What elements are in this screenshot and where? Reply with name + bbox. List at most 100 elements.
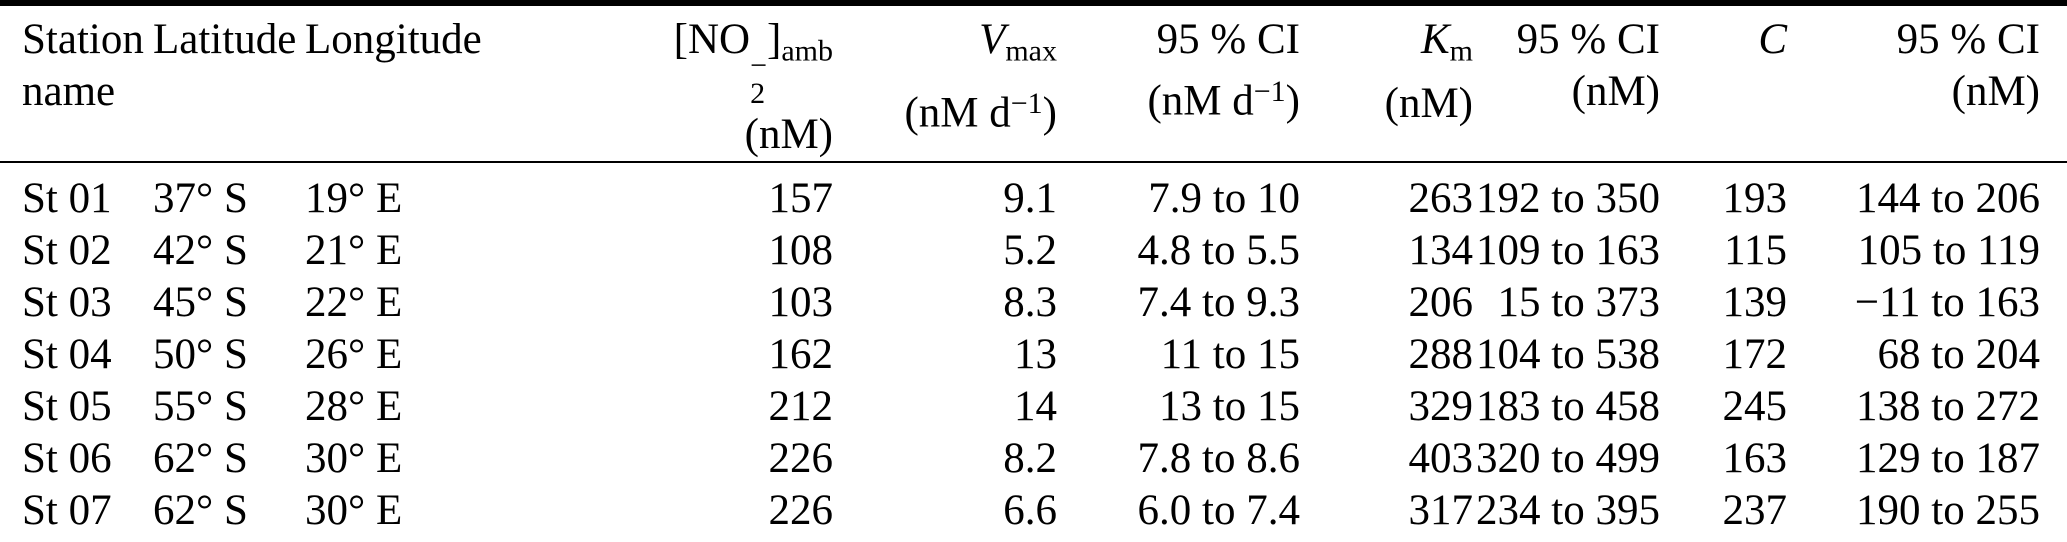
cell-no2_amb: 212	[768, 383, 834, 430]
header-text-segment: Latitude	[153, 16, 297, 63]
cell-station_name: St 01	[22, 175, 112, 222]
bottom-gap	[0, 536, 2067, 542]
cell-c_ci: 138 to 272	[1856, 383, 2040, 430]
column-header-no2_amb: [NO −2]amb (nM)	[450, 6, 833, 163]
column-header-c: C	[1660, 6, 1787, 163]
header-line1: C	[1660, 14, 1787, 66]
header-text-segment: (nM)	[1951, 68, 2040, 115]
header-line1: [NO −2]amb	[450, 14, 833, 109]
table-row: St 03 45° S 22° E 103 8.3 7.4 to 9.3 206 15 to …	[0, 277, 2067, 329]
header-line1: Latitude	[153, 14, 300, 66]
header-row: Station name Latitude Longitude [NO −2]amb (nM…	[0, 6, 2067, 163]
table-header: Station name Latitude Longitude [NO −2]amb (nM…	[0, 6, 2067, 163]
table-row: St 05 55° S 28° E 212 14 13 to 15 329 183 to 45…	[0, 381, 2067, 433]
cell-longitude: 19° E	[305, 175, 403, 222]
header-text-segment: [NO	[673, 16, 751, 63]
cell-c: 163	[1722, 435, 1788, 482]
header-text-segment: −1	[1010, 86, 1043, 120]
column-header-km: Km (nM)	[1300, 6, 1473, 163]
header-text-segment: amb	[781, 34, 833, 68]
cell-latitude: 62° S	[153, 435, 248, 482]
cell-vmax_ci: 4.8 to 5.5	[1137, 227, 1300, 274]
header-text-segment: Station	[22, 16, 144, 63]
table-row: St 02 42° S 21° E 108 5.2 4.8 to 5.5 134 109 to…	[0, 225, 2067, 277]
cell-km_ci: 234 to 395	[1476, 487, 1660, 534]
cell-vmax_ci: 6.0 to 7.4	[1137, 487, 1300, 534]
header-text-segment: )	[1042, 89, 1057, 136]
column-header-c_ci: 95 % CI (nM)	[1787, 6, 2067, 163]
cell-station_name: St 07	[22, 487, 112, 534]
cell-km: 403	[1408, 435, 1474, 482]
cell-km_ci: 109 to 163	[1476, 227, 1660, 274]
column-header-vmax: Vmax (nM d−1)	[833, 6, 1057, 163]
header-line1: 95 % CI	[1473, 14, 1660, 66]
cell-vmax: 6.6	[1003, 487, 1057, 534]
cell-c: 172	[1722, 331, 1788, 378]
table-row: St 06 62° S 30° E 226 8.2 7.8 to 8.6 403 320 to…	[0, 433, 2067, 485]
cell-vmax_ci: 7.8 to 8.6	[1137, 435, 1300, 482]
cell-km: 288	[1408, 331, 1474, 378]
cell-c: 245	[1722, 383, 1788, 430]
cell-km_ci: 320 to 499	[1476, 435, 1660, 482]
cell-longitude: 30° E	[305, 435, 403, 482]
header-text-segment: (nM)	[1571, 68, 1660, 115]
header-line1: 95 % CI	[1057, 14, 1300, 66]
cell-latitude: 45° S	[153, 279, 248, 326]
cell-no2_amb: 162	[768, 331, 834, 378]
cell-c_ci: 190 to 255	[1856, 487, 2040, 534]
cell-vmax_ci: 7.9 to 10	[1148, 175, 1300, 222]
cell-c_ci: −11 to 163	[1854, 279, 2040, 326]
cell-longitude: 26° E	[305, 331, 403, 378]
cell-vmax_ci: 7.4 to 9.3	[1137, 279, 1300, 326]
cell-c: 139	[1722, 279, 1788, 326]
cell-c_ci: 144 to 206	[1856, 175, 2040, 222]
header-text-segment: C	[1758, 16, 1787, 63]
header-text-segment: (nM d	[1147, 77, 1254, 125]
cell-km: 263	[1408, 175, 1474, 222]
header-text-segment: 95 % CI	[1896, 16, 2040, 63]
header-text-segment: V	[979, 16, 1006, 63]
cell-vmax: 8.2	[1003, 435, 1057, 482]
header-line2: (nM)	[1787, 66, 2040, 118]
column-header-latitude: Latitude	[148, 6, 300, 163]
cell-no2_amb: 157	[768, 175, 834, 222]
cell-c_ci: 105 to 119	[1857, 227, 2040, 274]
cell-longitude: 22° E	[305, 279, 403, 326]
cell-c: 115	[1724, 227, 1787, 274]
column-header-vmax_ci: 95 % CI (nM d−1)	[1057, 6, 1300, 163]
cell-c: 237	[1722, 487, 1788, 534]
header-line1: Km	[1300, 14, 1473, 78]
column-header-km_ci: 95 % CI (nM)	[1473, 6, 1660, 163]
cell-vmax: 14	[1014, 383, 1057, 430]
cell-station_name: St 04	[22, 331, 112, 378]
header-line2: (nM d−1)	[1057, 66, 1300, 128]
header-line2: (nM d−1)	[833, 78, 1057, 140]
cell-longitude: 30° E	[305, 487, 403, 534]
cell-vmax: 13	[1014, 331, 1057, 378]
header-line1: Vmax	[833, 14, 1057, 78]
table-row: St 04 50° S 26° E 162 13 11 to 15 288 104 to 53…	[0, 329, 2067, 381]
body-top-spacer	[0, 162, 2067, 173]
header-line1: 95 % CI	[1787, 14, 2040, 66]
cell-no2_amb: 103	[768, 279, 834, 326]
cell-station_name: St 05	[22, 383, 112, 430]
header-text-segment: K	[1420, 16, 1450, 63]
header-text-segment: ]	[767, 16, 782, 63]
header-text-segment: Longitude	[305, 16, 482, 63]
table-body: St 01 37° S 19° E 157 9.1 7.9 to 10 263 192 to …	[0, 162, 2067, 537]
header-text-segment: (nM)	[744, 110, 833, 158]
header-text-segment: 95 % CI	[1156, 16, 1300, 63]
cell-latitude: 55° S	[153, 383, 248, 430]
header-line1: Station	[22, 14, 148, 66]
kinetics-table: Station name Latitude Longitude [NO −2]amb (nM…	[0, 6, 2067, 537]
header-text-segment: 95 % CI	[1516, 16, 1660, 63]
cell-vmax: 5.2	[1003, 227, 1057, 274]
header-line2: (nM)	[1473, 66, 1660, 118]
cell-no2_amb: 108	[768, 227, 834, 274]
cell-c_ci: 68 to 204	[1877, 331, 2040, 378]
cell-km_ci: 192 to 350	[1476, 175, 1660, 222]
cell-km: 206	[1408, 279, 1474, 326]
cell-c_ci: 129 to 187	[1856, 435, 2040, 482]
cell-no2_amb: 226	[768, 487, 834, 534]
